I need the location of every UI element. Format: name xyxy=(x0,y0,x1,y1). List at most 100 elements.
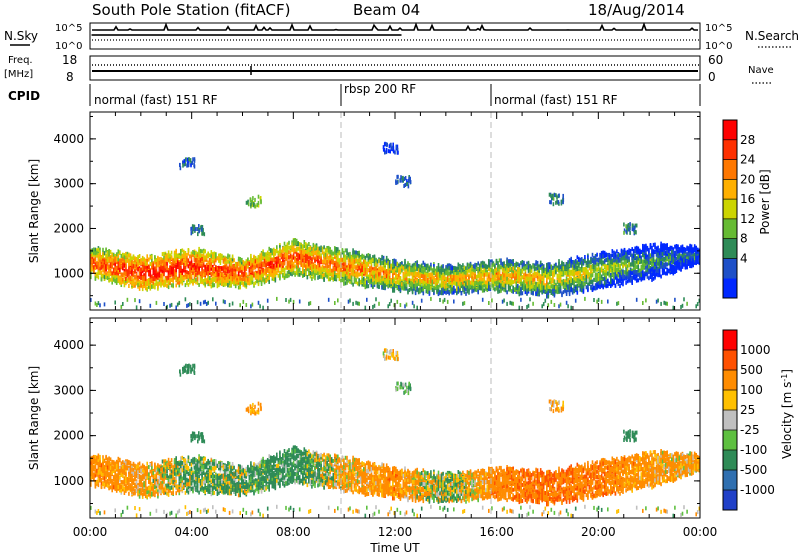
power-cell xyxy=(459,263,461,268)
power-cell xyxy=(274,265,277,270)
power-cell xyxy=(228,283,231,288)
power-cell xyxy=(363,266,365,271)
power-cell xyxy=(405,282,408,287)
power-cell xyxy=(201,265,203,270)
power-cell xyxy=(161,263,164,268)
power-cell xyxy=(294,238,296,242)
power-cell xyxy=(161,276,164,280)
power-cell xyxy=(346,255,348,260)
power-cell xyxy=(449,271,452,276)
power-cell xyxy=(445,286,447,291)
power-cell xyxy=(376,282,379,287)
power-cell xyxy=(163,255,165,260)
power-cell xyxy=(158,274,161,279)
nave-label: Nave xyxy=(748,65,774,76)
power-cell xyxy=(367,259,370,264)
power-cell xyxy=(388,280,391,285)
power-cell xyxy=(324,261,327,266)
power-cell xyxy=(300,250,302,255)
power-cell xyxy=(222,258,225,263)
power-cell xyxy=(112,275,115,280)
power-cell xyxy=(283,241,286,246)
power-cell xyxy=(364,305,367,310)
power-cell xyxy=(323,254,325,259)
power-cell xyxy=(474,281,476,286)
power-cell xyxy=(343,271,345,275)
power-cell xyxy=(91,251,94,256)
power-cell xyxy=(306,275,309,280)
power-cell xyxy=(208,282,211,287)
power-cell xyxy=(178,281,181,285)
power-cell xyxy=(170,283,173,288)
power-cell xyxy=(392,260,394,265)
power-cell xyxy=(260,276,263,281)
power-cell xyxy=(318,270,321,275)
power-cell xyxy=(224,263,226,267)
power-cell xyxy=(225,257,228,262)
power-cell xyxy=(295,269,298,274)
power-cell xyxy=(164,254,167,259)
power-cell xyxy=(437,279,440,284)
power-cell xyxy=(448,279,450,284)
power-cell xyxy=(317,265,319,270)
power-cell xyxy=(169,281,171,285)
power-cell xyxy=(355,278,357,283)
nave-tick-top: 60 xyxy=(708,53,723,67)
power-cell xyxy=(228,259,231,264)
power-cell xyxy=(302,268,304,273)
power-cell xyxy=(146,258,148,263)
power-cell xyxy=(463,277,466,282)
power-cell xyxy=(169,260,171,265)
power-cell xyxy=(112,258,115,263)
power-cell xyxy=(126,270,129,274)
power-cell xyxy=(204,277,206,282)
power-cell xyxy=(158,279,161,284)
power-cell xyxy=(271,276,274,281)
power-cell xyxy=(176,277,179,282)
power-cell xyxy=(269,268,272,273)
power-cell xyxy=(237,278,240,283)
power-cell xyxy=(413,262,415,267)
power-cell xyxy=(474,283,476,288)
power-cell xyxy=(93,269,95,274)
power-cell xyxy=(442,264,444,269)
power-cell xyxy=(291,247,293,252)
power-cell xyxy=(262,251,264,256)
power-cell xyxy=(398,285,400,290)
power-cell xyxy=(347,274,350,279)
count-tick-right-bottom: 10^0 xyxy=(705,41,732,52)
power-cell xyxy=(392,288,394,293)
power-cell xyxy=(321,267,324,272)
power-cell xyxy=(227,266,229,271)
power-cell xyxy=(343,281,345,286)
power-cell xyxy=(210,279,213,284)
power-cell xyxy=(407,270,409,275)
power-cell xyxy=(419,274,421,279)
power-cell xyxy=(417,288,420,293)
power-cell xyxy=(381,281,383,286)
power-cell xyxy=(366,270,368,275)
power-cell xyxy=(445,288,447,293)
power-cell xyxy=(158,268,161,273)
power-cell xyxy=(144,260,147,265)
power-cell xyxy=(163,265,165,270)
power-cell xyxy=(404,271,406,276)
power-cell xyxy=(428,290,431,295)
power-cell xyxy=(393,279,396,284)
power-cell xyxy=(288,266,290,271)
power-cell xyxy=(324,256,327,261)
power-cell xyxy=(154,270,156,275)
power-cell xyxy=(283,268,286,273)
power-cell xyxy=(372,267,374,272)
power-cell xyxy=(100,260,103,265)
power-cell xyxy=(222,273,225,278)
power-cell xyxy=(166,283,168,288)
power-cell xyxy=(138,268,141,272)
power-cell xyxy=(196,300,199,305)
power-cell xyxy=(433,266,435,271)
power-cell xyxy=(454,267,457,272)
power-cell xyxy=(443,284,446,289)
power-cell xyxy=(242,299,245,304)
power-cell xyxy=(341,269,344,274)
power-cell xyxy=(300,254,302,258)
